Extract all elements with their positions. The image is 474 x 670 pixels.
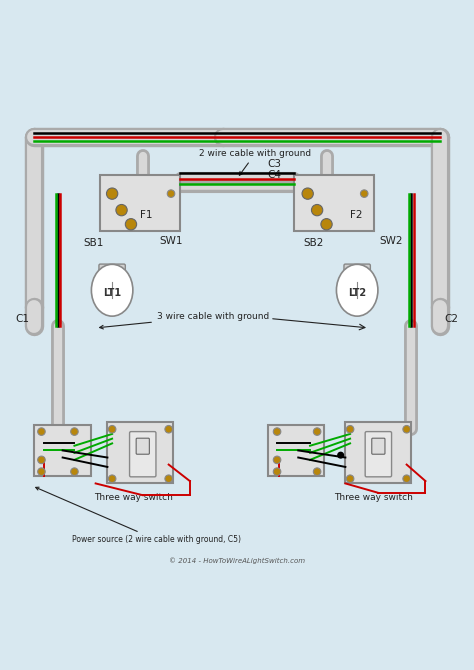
Circle shape (71, 468, 78, 476)
Text: © 2014 - HowToWireALightSwitch.com: © 2014 - HowToWireALightSwitch.com (169, 557, 305, 563)
Ellipse shape (91, 265, 133, 316)
Circle shape (321, 218, 332, 230)
Circle shape (360, 190, 368, 198)
Circle shape (37, 456, 45, 464)
Text: F2: F2 (350, 210, 363, 220)
Circle shape (346, 475, 354, 482)
Circle shape (165, 475, 173, 482)
Text: C3: C3 (268, 159, 282, 170)
Circle shape (107, 188, 118, 199)
Circle shape (165, 425, 173, 433)
FancyBboxPatch shape (99, 264, 125, 279)
FancyBboxPatch shape (365, 431, 392, 477)
Circle shape (71, 428, 78, 436)
Circle shape (273, 456, 281, 464)
Bar (268, 425, 324, 476)
Circle shape (302, 188, 313, 199)
Bar (293, 175, 374, 231)
Circle shape (37, 468, 45, 476)
Circle shape (125, 218, 137, 230)
Text: SW2: SW2 (379, 236, 403, 246)
Circle shape (313, 468, 321, 476)
Circle shape (109, 475, 116, 482)
Text: C2: C2 (445, 314, 458, 324)
Bar (100, 175, 181, 231)
Circle shape (403, 475, 410, 482)
FancyBboxPatch shape (136, 438, 149, 454)
Text: LT1: LT1 (103, 288, 121, 298)
Circle shape (403, 425, 410, 433)
Ellipse shape (337, 265, 378, 316)
Circle shape (273, 428, 281, 436)
Circle shape (109, 425, 116, 433)
Text: SB2: SB2 (303, 238, 323, 248)
Text: Power source (2 wire cable with ground, C5): Power source (2 wire cable with ground, … (36, 487, 241, 544)
Text: SW1: SW1 (160, 236, 183, 246)
FancyBboxPatch shape (129, 431, 156, 477)
Circle shape (311, 204, 323, 216)
Text: 3 wire cable with ground: 3 wire cable with ground (100, 312, 269, 329)
Text: 2 wire cable with ground: 2 wire cable with ground (199, 149, 311, 176)
Text: C1: C1 (16, 314, 29, 324)
Text: Three way switch: Three way switch (334, 493, 413, 502)
Text: Three way switch: Three way switch (94, 493, 173, 502)
Text: F1: F1 (140, 210, 153, 220)
Circle shape (313, 428, 321, 436)
Text: LT2: LT2 (348, 288, 366, 298)
Circle shape (273, 468, 281, 476)
Circle shape (37, 428, 45, 436)
Circle shape (167, 190, 175, 198)
Bar (108, 422, 173, 484)
Bar (35, 425, 91, 476)
Text: SB1: SB1 (84, 238, 104, 248)
Circle shape (346, 425, 354, 433)
Bar (346, 422, 411, 484)
Circle shape (116, 204, 127, 216)
FancyBboxPatch shape (372, 438, 385, 454)
FancyBboxPatch shape (344, 264, 370, 279)
Circle shape (338, 452, 344, 458)
Text: C4: C4 (268, 170, 282, 180)
